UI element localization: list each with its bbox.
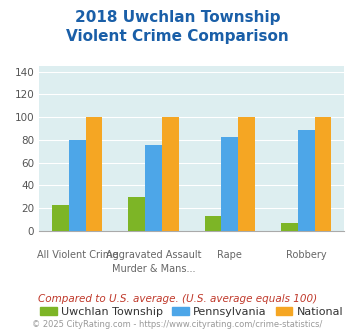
Bar (222, 137, 238, 231)
Bar (315, 117, 331, 231)
Bar (162, 117, 179, 231)
Bar (281, 223, 298, 231)
Text: Aggravated Assault: Aggravated Assault (106, 250, 201, 260)
Text: © 2025 CityRating.com - https://www.cityrating.com/crime-statistics/: © 2025 CityRating.com - https://www.city… (32, 319, 323, 329)
Text: Robbery: Robbery (286, 250, 327, 260)
Bar (86, 117, 102, 231)
Bar (298, 130, 315, 231)
Bar (52, 205, 69, 231)
Bar (238, 117, 255, 231)
Bar (129, 197, 145, 231)
Text: All Violent Crime: All Violent Crime (37, 250, 118, 260)
Text: 2018 Uwchlan Township
Violent Crime Comparison: 2018 Uwchlan Township Violent Crime Comp… (66, 10, 289, 44)
Bar (69, 140, 86, 231)
Text: Rape: Rape (217, 250, 242, 260)
Bar (145, 145, 162, 231)
Text: Murder & Mans...: Murder & Mans... (112, 264, 195, 274)
Legend: Uwchlan Township, Pennsylvania, National: Uwchlan Township, Pennsylvania, National (36, 302, 348, 321)
Text: Compared to U.S. average. (U.S. average equals 100): Compared to U.S. average. (U.S. average … (38, 294, 317, 304)
Bar (205, 216, 222, 231)
